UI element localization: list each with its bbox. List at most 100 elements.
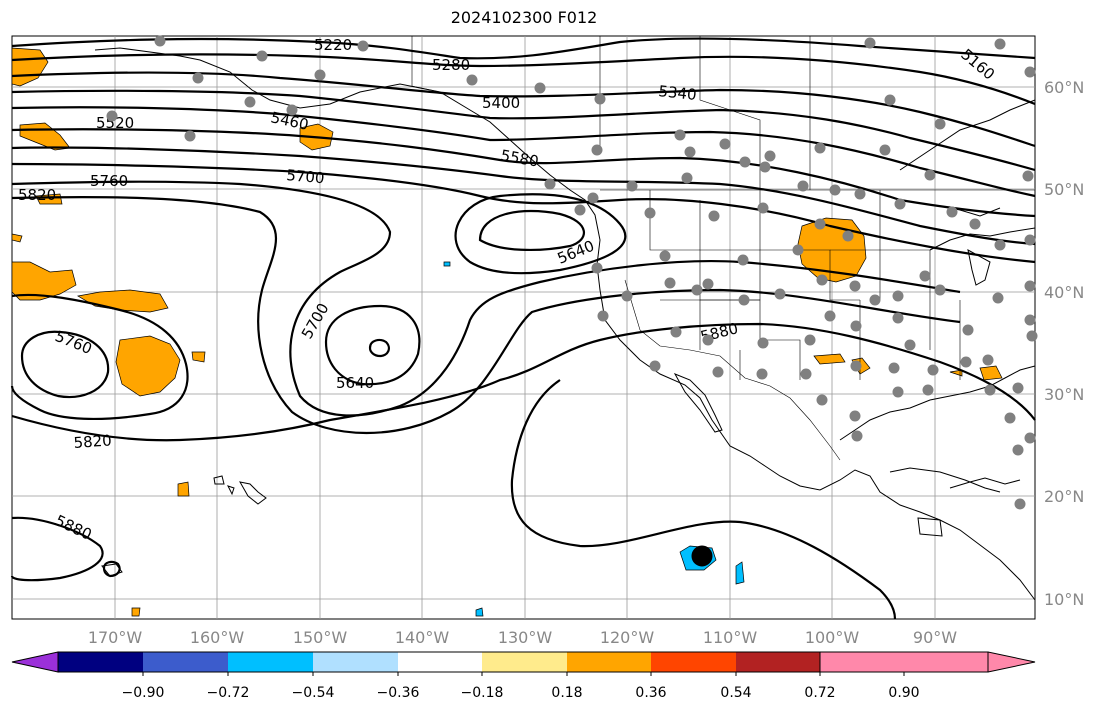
- station-dot: [314, 69, 326, 81]
- station-dot: [888, 362, 900, 374]
- station-dot: [850, 320, 862, 332]
- height-contours: [10, 37, 1036, 620]
- contour-label: 5340: [658, 82, 698, 104]
- contour-label: 5760: [90, 172, 128, 190]
- station-dot: [1014, 498, 1026, 510]
- station-dot: [814, 218, 826, 230]
- station-dot: [534, 82, 546, 94]
- station-dot: [849, 280, 861, 292]
- lon-label: 170°W: [88, 628, 143, 647]
- station-dot: [849, 410, 861, 422]
- station-dot: [719, 138, 731, 150]
- colorbar-tick: −0.72: [207, 685, 250, 701]
- station-dot: [597, 310, 609, 322]
- contour-label: 5820: [73, 431, 112, 452]
- station-dot: [842, 230, 854, 242]
- station-dot: [934, 284, 946, 296]
- colorbar-tick: 0.18: [551, 685, 582, 701]
- station-dot: [670, 326, 682, 338]
- station-dot: [544, 178, 556, 190]
- station-dot: [851, 430, 863, 442]
- station-markers: [106, 35, 1038, 510]
- colorbar-segment: [143, 652, 228, 672]
- station-dot: [919, 270, 931, 282]
- station-dot: [594, 93, 606, 105]
- colorbar-segment: [736, 652, 820, 672]
- colorbar-segment: [567, 652, 651, 672]
- station-dot: [814, 142, 826, 154]
- station-dot: [154, 35, 166, 47]
- station-dot: [184, 130, 196, 142]
- station-dot: [691, 284, 703, 296]
- station-dot: [1024, 234, 1036, 246]
- station-dot: [286, 104, 298, 116]
- colorbar-extend-low: [11, 651, 59, 673]
- station-dot: [960, 356, 972, 368]
- station-dot: [1024, 280, 1036, 292]
- station-dot: [927, 364, 939, 376]
- station-dot: [804, 334, 816, 346]
- contour-label: 5220: [314, 36, 352, 54]
- colorbar-segment: [313, 652, 398, 672]
- contour-label: 5520: [96, 114, 134, 132]
- colorbar-segment: [398, 652, 482, 672]
- colorbar-tick: 0.90: [888, 685, 919, 701]
- station-dot: [816, 274, 828, 286]
- station-dot: [591, 262, 603, 274]
- station-dot: [756, 368, 768, 380]
- station-dot: [984, 384, 996, 396]
- station-dot: [1024, 314, 1036, 326]
- station-dot: [702, 334, 714, 346]
- lon-label: 100°W: [805, 628, 860, 647]
- lon-label: 160°W: [190, 628, 245, 647]
- lon-label: 130°W: [498, 628, 553, 647]
- station-dot: [982, 354, 994, 366]
- colorbar-segment: [651, 652, 736, 672]
- colorbar-segment: [228, 652, 313, 672]
- map-title: 2024102300 F012: [450, 8, 598, 27]
- station-dot: [904, 339, 916, 351]
- station-dot: [892, 386, 904, 398]
- station-dot: [1012, 382, 1024, 394]
- lon-label: 150°W: [293, 628, 348, 647]
- contour-label: 5820: [18, 186, 56, 204]
- lon-label: 90°W: [913, 628, 957, 647]
- station-dot: [946, 206, 958, 218]
- station-dot: [738, 294, 750, 306]
- station-dot: [864, 37, 876, 49]
- station-dot: [357, 40, 369, 52]
- station-dot: [244, 96, 256, 108]
- station-dot: [587, 192, 599, 204]
- station-dot: [994, 38, 1006, 50]
- station-dot: [934, 118, 946, 130]
- station-dot: [829, 184, 841, 196]
- lat-label: 10°N: [1044, 590, 1084, 609]
- contour-label: 5280: [432, 56, 470, 74]
- colorbar-segment: [482, 652, 567, 672]
- station-dot: [879, 144, 891, 156]
- station-dot: [797, 180, 809, 192]
- station-dot: [962, 324, 974, 336]
- lat-label: 50°N: [1044, 180, 1084, 199]
- lat-label: 20°N: [1044, 487, 1084, 506]
- station-dot: [892, 312, 904, 324]
- station-dot: [702, 278, 714, 290]
- station-dot: [922, 384, 934, 396]
- lon-label: 120°W: [600, 628, 655, 647]
- station-dot: [644, 207, 656, 219]
- station-dot: [854, 188, 866, 200]
- station-dot: [850, 360, 862, 372]
- lat-label: 60°N: [1044, 78, 1084, 97]
- station-dot: [894, 198, 906, 210]
- station-dot: [757, 202, 769, 214]
- station-dot: [712, 366, 724, 378]
- colorbar-tick: 0.72: [804, 685, 835, 701]
- station-dot: [649, 360, 661, 372]
- station-dot: [969, 218, 981, 230]
- station-dot: [708, 210, 720, 222]
- station-dot: [739, 156, 751, 168]
- station-dot: [192, 72, 204, 84]
- colorbar: −0.90 −0.72 −0.54 −0.36 −0.18 0.18 0.36 …: [11, 651, 1036, 701]
- colorbar-tick: 0.54: [720, 685, 751, 701]
- station-dot: [884, 94, 896, 106]
